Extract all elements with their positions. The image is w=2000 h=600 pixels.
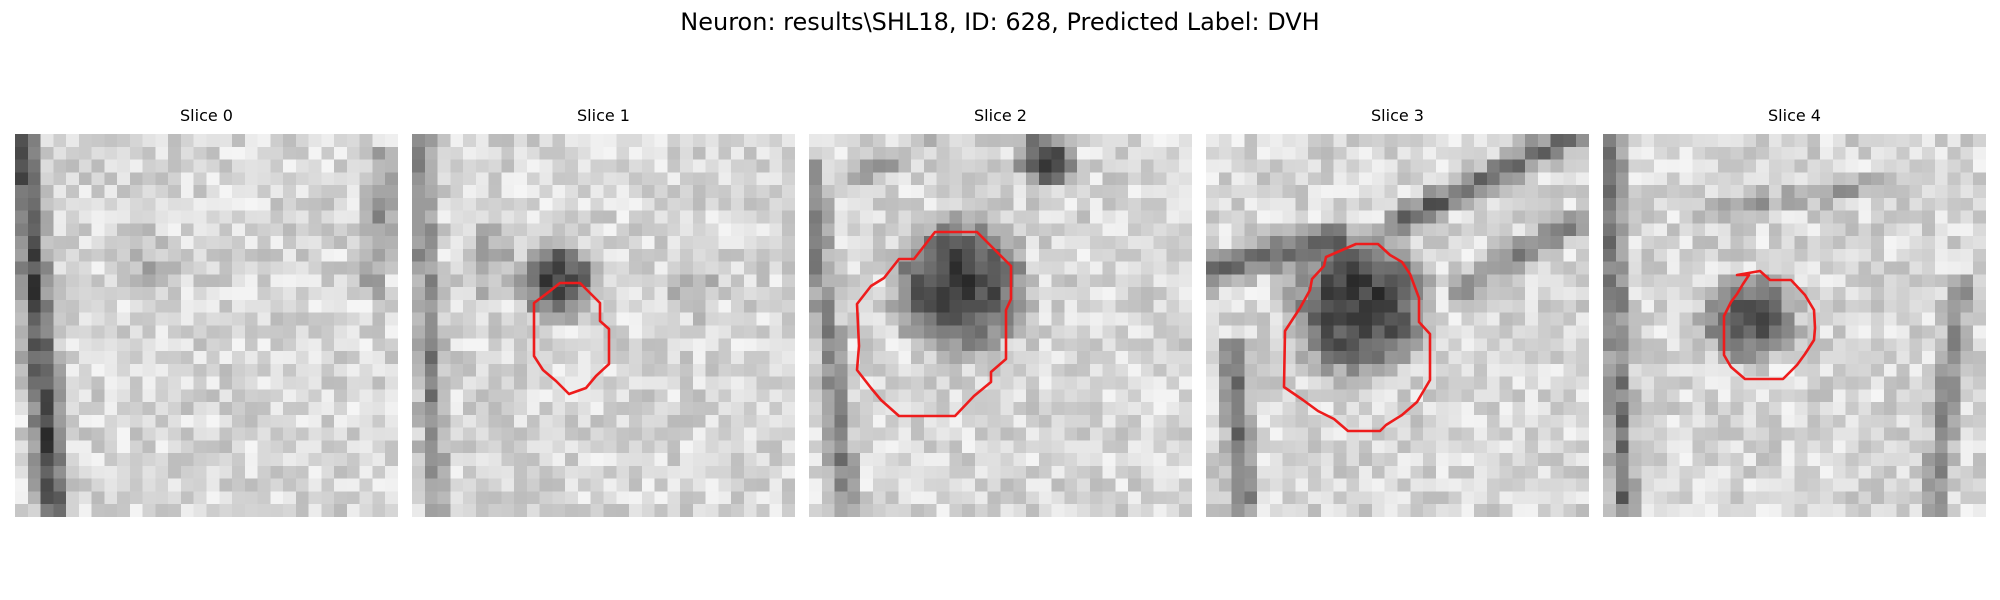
slice-panel-1: Slice 1: [412, 106, 795, 517]
contour-overlay: [1282, 242, 1432, 433]
slice-title: Slice 3: [1371, 106, 1424, 125]
slice-title: Slice 2: [974, 106, 1027, 125]
contour-overlay: [855, 230, 1013, 418]
neuron-contour: [532, 281, 611, 396]
neuron-contour: [1282, 242, 1432, 433]
contour-overlay: [1722, 269, 1817, 381]
slice-image: [1206, 134, 1589, 517]
slice-title: Slice 1: [577, 106, 630, 125]
slice-image: [15, 134, 398, 517]
slice-panel-4: Slice 4: [1603, 106, 1986, 517]
neuron-contour: [1722, 269, 1817, 381]
neuron-contour: [855, 230, 1013, 418]
slice-image: [809, 134, 1192, 517]
slice-title: Slice 0: [180, 106, 233, 125]
slice-panel-2: Slice 2: [809, 106, 1192, 517]
slice-image: [1603, 134, 1986, 517]
figure-title: Neuron: results\SHL18, ID: 628, Predicte…: [680, 8, 1320, 36]
slice-panel-3: Slice 3: [1206, 106, 1589, 517]
slice-panel-0: Slice 0: [15, 106, 398, 517]
contour-overlay: [532, 281, 611, 396]
slice-title: Slice 4: [1768, 106, 1821, 125]
